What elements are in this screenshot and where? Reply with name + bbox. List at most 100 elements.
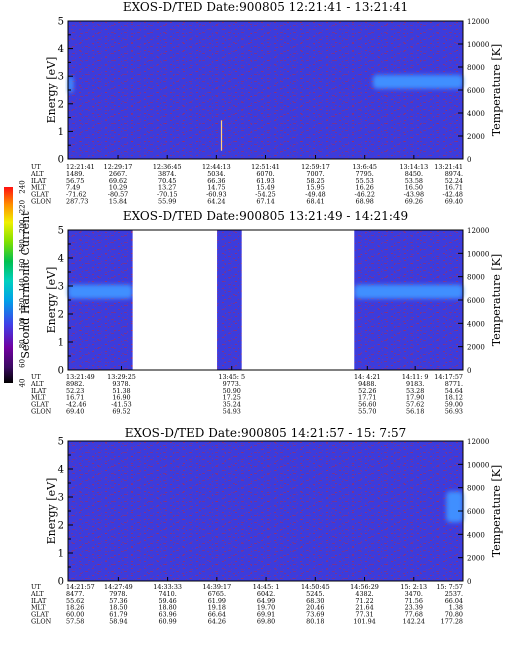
orbit-value: 73.69 [306, 611, 324, 619]
orbit-value: 19.70 [257, 604, 275, 612]
temperature-tick-label: 10000 [467, 461, 489, 469]
heatmap-speckle-fine [68, 21, 463, 159]
time-tick-label: 14:50:45 [301, 583, 330, 591]
orbit-value: 70.80 [445, 611, 463, 619]
time-tick-label: 12:59:17 [301, 163, 330, 171]
orbit-row-label: GLAT [31, 401, 50, 409]
orbit-value: 287.73 [66, 198, 88, 206]
orbit-value: 61.93 [256, 177, 274, 185]
orbit-row-label: MLT [31, 604, 46, 612]
time-tick-label: 13:14:13 [399, 163, 428, 171]
orbit-value: -41.53 [111, 401, 131, 409]
temperature-tick-label: 0 [467, 156, 471, 164]
orbit-value: -49.48 [305, 191, 325, 199]
orbit-row-label: MLT [31, 184, 46, 192]
orbit-value: 57.36 [109, 597, 127, 605]
orbit-value: 55.62 [66, 597, 84, 605]
orbit-value: 3470. [405, 590, 423, 598]
orbit-value: 70.45 [158, 177, 176, 185]
time-tick-label: 14:45: 1 [253, 583, 280, 591]
orbit-value: 58.25 [306, 177, 324, 185]
orbit-value: 23.39 [405, 604, 423, 612]
colorbar-tick-label: 100 [19, 318, 27, 331]
orbit-row-label: GLON [31, 618, 52, 626]
orbit-value: 68.41 [306, 198, 324, 206]
orbit-value: 61.99 [208, 597, 226, 605]
heatmap-enhancement [446, 491, 463, 523]
orbit-value: 18.12 [445, 394, 463, 402]
orbit-value: 6070. [256, 170, 274, 178]
orbit-value: 10.29 [109, 184, 127, 192]
time-tick-label: 13:29:25 [107, 373, 136, 381]
data-gap [132, 230, 218, 370]
heatmap-enhancement [372, 74, 463, 89]
colorbar-tick-label: 240 [19, 180, 27, 193]
time-tick-label: 13:6:45 [352, 163, 377, 171]
energy-axis-label: Energy [eV] [45, 478, 58, 545]
temperature-tick-label: 10000 [467, 250, 489, 258]
temperature-tick-label: 6000 [467, 297, 485, 305]
orbit-value: 66.64 [208, 611, 226, 619]
orbit-value: 63.96 [158, 611, 176, 619]
temperature-tick-label: 2000 [467, 133, 485, 141]
orbit-value: -71.62 [66, 191, 86, 199]
time-tick-label: 14:17:57 [434, 373, 463, 381]
panel-title: EXOS-D/TED Date:900805 14:21:57 - 15: 7:… [125, 426, 407, 440]
energy-tick-label: 4 [58, 465, 64, 476]
orbit-value: 9773. [223, 380, 241, 388]
time-tick-label: 15: 2:13 [400, 583, 427, 591]
orbit-value: 64.99 [257, 597, 275, 605]
orbit-row-label: GLON [31, 408, 52, 416]
temperature-axis-label: Temperature [K] [490, 465, 503, 557]
orbit-value: 17.90 [406, 394, 424, 402]
orbit-value: 66.04 [445, 597, 463, 605]
energy-tick-label: 0 [58, 366, 64, 377]
orbit-value: 7007. [306, 170, 324, 178]
orbit-value: 69.80 [257, 618, 275, 626]
colorbar-tick-label: 60 [19, 359, 27, 368]
orbit-row-label: GLAT [31, 611, 50, 619]
colorbar-tick-label: 120 [19, 298, 27, 311]
orbit-value: 80.18 [306, 618, 324, 626]
orbit-value: 17.25 [223, 394, 241, 402]
time-tick-label: 14: 4:21 [354, 373, 381, 381]
orbit-value: 71.56 [405, 597, 423, 605]
orbit-value: 21.64 [355, 604, 373, 612]
orbit-value: 69.52 [112, 408, 130, 416]
orbit-row-label: ILAT [31, 387, 47, 395]
orbit-value: 56.75 [66, 177, 84, 185]
orbit-value: 8450. [405, 170, 423, 178]
time-tick-label: 12:21:41 [66, 163, 95, 171]
orbit-row-label: ILAT [31, 597, 47, 605]
colorbar: Second Harmonic Current 40 60 80 100 120 140 1… [4, 180, 32, 387]
orbit-value: 52.26 [358, 387, 376, 395]
temperature-tick-label: 8000 [467, 485, 485, 493]
orbit-value: 5034. [207, 170, 225, 178]
time-tick-label: 14:56:29 [350, 583, 379, 591]
orbit-value: 57.62 [406, 401, 424, 409]
orbit-value: 60.99 [158, 618, 176, 626]
time-tick-label: 12:51:41 [251, 163, 280, 171]
temperature-tick-label: 2000 [467, 344, 485, 352]
orbit-value: 55.70 [358, 408, 376, 416]
orbit-value: 7.49 [66, 184, 80, 192]
orbit-value: 35.24 [223, 401, 241, 409]
temperature-tick-label: 0 [467, 578, 471, 586]
colorbar-tick-label: 220 [19, 200, 27, 213]
orbit-value: 8477. [66, 590, 84, 598]
orbit-value: 15.84 [109, 198, 127, 206]
orbit-value: 51.38 [112, 387, 130, 395]
orbit-value: 8974. [445, 170, 463, 178]
orbit-value: 4382. [355, 590, 373, 598]
orbit-value: 20.46 [306, 604, 324, 612]
orbit-row-label: UT [31, 583, 41, 591]
time-tick-label: 12:36:45 [153, 163, 182, 171]
orbit-value: -54.25 [255, 191, 275, 199]
orbit-value: 59.00 [445, 401, 463, 409]
orbit-value: 61.79 [109, 611, 127, 619]
orbit-value: 69.26 [405, 198, 423, 206]
orbit-value: 18.26 [66, 604, 84, 612]
time-tick-label: 13:21:49 [66, 373, 95, 381]
energy-tick-label: 5 [58, 226, 64, 237]
